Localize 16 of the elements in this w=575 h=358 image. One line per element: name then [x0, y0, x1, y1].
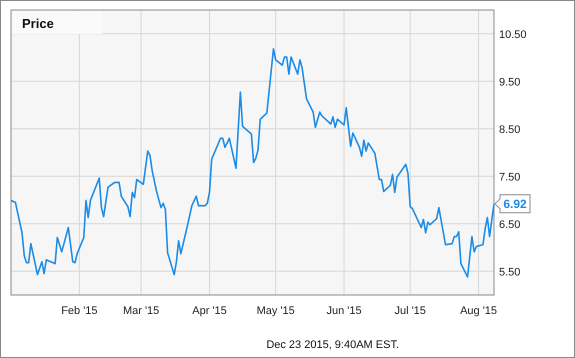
x-tick-label: Aug '15	[460, 305, 498, 317]
x-tick-label: Feb '15	[61, 305, 98, 317]
y-tick-label: 9.50	[499, 76, 520, 88]
x-tick-label: Apr '15	[192, 305, 227, 317]
text: Dec 23 2015, 9:40AM EST.	[266, 339, 399, 351]
y-tick-label: 7.50	[499, 171, 520, 184]
text: Price	[22, 16, 54, 31]
x-tick-label: May '15	[256, 305, 295, 317]
x-tick-label: Jul '15	[394, 305, 426, 317]
y-tick-label: 10.50	[499, 28, 527, 41]
x-tick-label: Mar '15	[122, 305, 160, 317]
annotation: 6.92	[503, 196, 527, 211]
y-tick-label: 8.50	[499, 124, 520, 136]
x-tick-label: Jun '15	[326, 305, 362, 317]
y-tick-label: 5.50	[499, 266, 520, 278]
y-tick-label: 6.50	[499, 218, 520, 231]
